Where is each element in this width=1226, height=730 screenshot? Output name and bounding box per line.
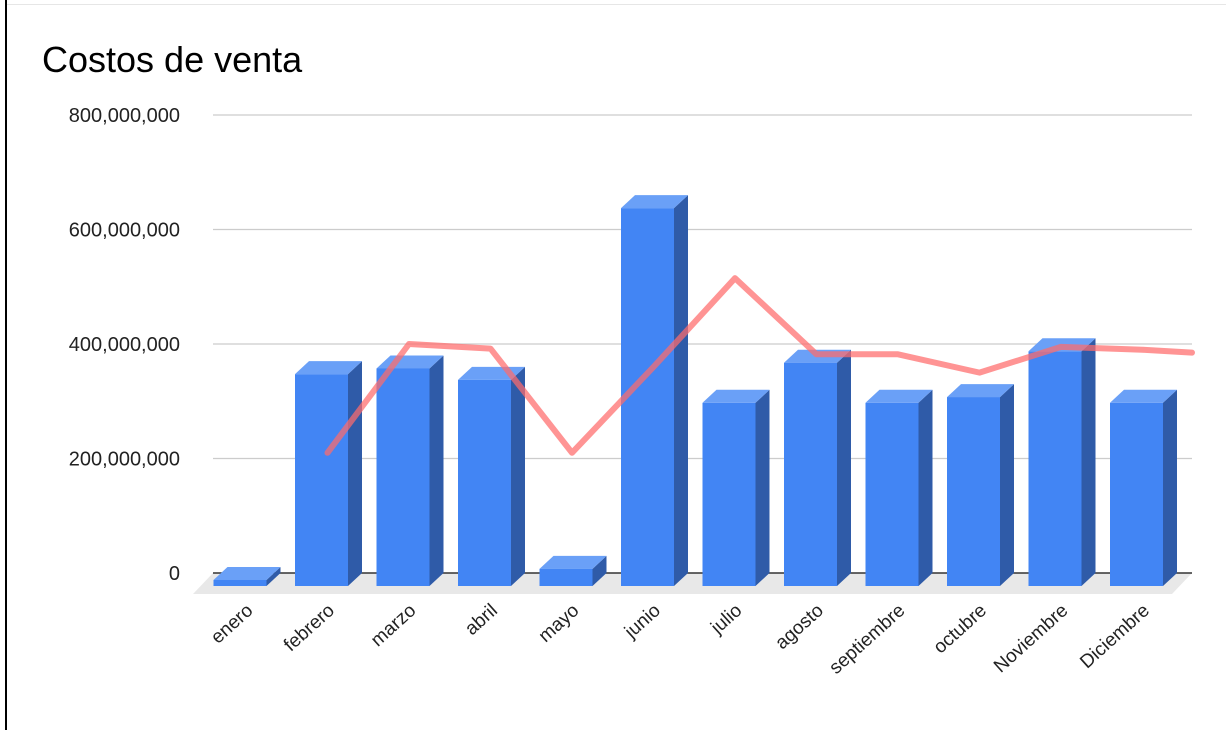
bar-front: [621, 208, 674, 586]
bar-side: [1000, 384, 1014, 586]
x-tick-label: abril: [461, 600, 502, 640]
bar-top: [295, 361, 362, 375]
bar-top: [539, 555, 607, 569]
bar: [376, 355, 444, 586]
x-tick-label: marzo: [367, 600, 420, 651]
x-tick-label: febrero: [280, 600, 339, 656]
x-axis-labels: enero febrero marzo abril mayo junio julio agos…: [207, 600, 1154, 679]
bar-top: [702, 389, 770, 403]
bar: [539, 555, 607, 586]
bar: [947, 384, 1014, 586]
bar-side: [266, 567, 281, 586]
y-tick-label: 0: [169, 563, 180, 585]
bar: [1028, 338, 1096, 586]
line-series: [324, 275, 1195, 456]
bar-top: [621, 195, 688, 209]
bar-side: [429, 355, 444, 586]
y-tick-label: 800,000,000: [69, 105, 180, 127]
bar-side: [918, 389, 933, 586]
bar: [784, 349, 851, 586]
frame-left-border: [5, 0, 7, 730]
bar-front: [1028, 351, 1082, 586]
bar-front: [295, 374, 348, 586]
bar-top: [1110, 389, 1177, 403]
y-tick-label: 600,000,000: [69, 220, 180, 242]
y-axis-labels: 0 200,000,000 400,000,000 600,000,000 800,00…: [69, 105, 180, 585]
x-tick-label: octubre: [930, 600, 991, 658]
line-path: [324, 275, 1195, 456]
bar: [458, 366, 525, 586]
bar-front: [539, 568, 593, 586]
frame-top-border: [7, 4, 1226, 5]
bar-front: [865, 402, 919, 586]
bar-front: [947, 397, 1000, 586]
bar-top: [947, 384, 1014, 398]
bar-front: [784, 362, 837, 586]
bar-side: [837, 349, 851, 586]
y-tick-label: 400,000,000: [69, 334, 180, 356]
bar: [621, 195, 688, 586]
bar-top: [865, 389, 933, 403]
bar-front: [1110, 402, 1163, 586]
bar: [865, 389, 933, 586]
y-tick-label: 200,000,000: [69, 449, 180, 471]
floor-plane: [193, 573, 1192, 594]
bar: [702, 389, 770, 586]
x-tick-label: junio: [620, 600, 665, 643]
bar-top: [213, 567, 281, 580]
bar-side: [674, 195, 688, 586]
bar-front: [213, 580, 267, 586]
bar-side: [592, 555, 607, 586]
bar-front: [702, 402, 756, 586]
bar: [295, 361, 362, 586]
bar-side: [511, 366, 525, 586]
x-tick-label: mayo: [535, 600, 584, 647]
bar-series: [213, 195, 1177, 586]
bar-side: [1081, 338, 1096, 586]
chart-title: Costos de venta: [42, 39, 303, 80]
x-tick-label: Noviembre: [990, 600, 1072, 677]
x-tick-label: septiembre: [825, 600, 909, 679]
bar: [1110, 389, 1177, 586]
bar-side: [1163, 389, 1177, 586]
x-tick-label: enero: [207, 600, 257, 648]
x-tick-label: julio: [706, 600, 746, 639]
bar-front: [458, 379, 511, 586]
x-tick-label: agosto: [771, 600, 827, 654]
bar: [213, 567, 281, 586]
x-tick-label: Diciembre: [1076, 600, 1154, 673]
bar-side: [755, 389, 770, 586]
bar-side: [348, 361, 362, 586]
bar-front: [376, 368, 430, 586]
